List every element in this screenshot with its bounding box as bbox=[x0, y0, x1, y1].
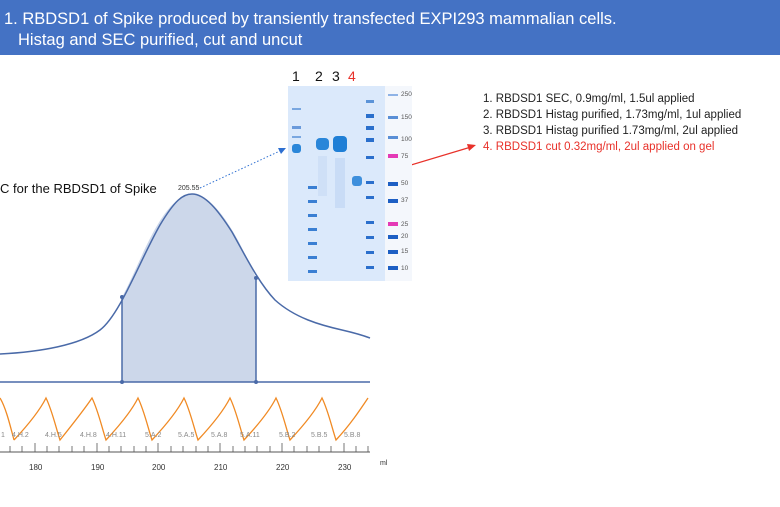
lane-number: 3 bbox=[332, 68, 340, 84]
lane1-ladder-band bbox=[292, 126, 301, 129]
x-axis-unit: ml bbox=[380, 460, 388, 467]
marker-label: 50 bbox=[401, 180, 409, 187]
x-tick-label: 210 bbox=[214, 463, 228, 472]
marker-ladder-band bbox=[366, 114, 374, 118]
lane1-ladder-band bbox=[292, 136, 301, 138]
marker-label: 15 bbox=[401, 248, 409, 255]
chart-title: C for the RBDSD1 of Spike bbox=[0, 181, 157, 196]
boundary-marker-right-bottom bbox=[254, 380, 258, 384]
sample-note: 2. RBDSD1 Histag purified, 1.73mg/ml, 1u… bbox=[483, 109, 742, 121]
fraction-label: 4.H.2 bbox=[12, 432, 29, 439]
lane1-ladder-band bbox=[292, 108, 301, 110]
marker-label: 100 bbox=[401, 136, 412, 143]
lane1-ladder-band bbox=[308, 270, 317, 273]
lane1-ladder-band bbox=[308, 200, 317, 203]
peak-shaded-area bbox=[122, 193, 256, 382]
marker-ladder-band bbox=[366, 196, 374, 199]
lane2-main-band bbox=[316, 138, 329, 150]
title-banner: 1. RBDSD1 of Spike produced by transient… bbox=[0, 0, 780, 55]
marker-label: 20 bbox=[401, 233, 409, 240]
sample-note-highlighted: 4. RBDSD1 cut 0.32mg/ml, 2ul applied on … bbox=[483, 141, 715, 153]
sample-note: 3. RBDSD1 Histag purified 1.73mg/ml, 2ul… bbox=[483, 125, 739, 137]
marker-ladder-band bbox=[366, 138, 374, 142]
lane1-ladder-band bbox=[308, 256, 317, 259]
peak-to-gel-arrowhead bbox=[278, 148, 286, 154]
lane-number-highlighted: 4 bbox=[348, 68, 356, 84]
banner-title-line1: 1. RBDSD1 of Spike produced by transient… bbox=[4, 10, 617, 28]
lane3-main-band bbox=[333, 136, 347, 152]
lane2-smear bbox=[318, 156, 327, 196]
fraction-label: 5.B.8 bbox=[344, 432, 361, 439]
fraction-label: 5.A.2 bbox=[145, 432, 162, 439]
marker-ladder-band bbox=[366, 221, 374, 224]
fraction-label: 5.A.8 bbox=[211, 432, 228, 439]
marker-ladder-band bbox=[366, 266, 374, 269]
marker-label: 37 bbox=[401, 197, 409, 204]
x-tick-label: 200 bbox=[152, 463, 166, 472]
lane-number: 1 bbox=[292, 68, 300, 84]
reference-ladder-band bbox=[388, 199, 398, 203]
lane1-ladder-band bbox=[308, 228, 317, 231]
uv-absorbance-curve bbox=[0, 193, 371, 355]
fraction-label: 4.H.8 bbox=[80, 432, 97, 439]
banner-title-line2: Histag and SEC purified, cut and uncut bbox=[18, 31, 303, 49]
x-tick-label: 180 bbox=[29, 463, 43, 472]
reference-ladder-band bbox=[388, 116, 398, 119]
lane4-cut-band bbox=[352, 176, 362, 186]
conductivity-trace bbox=[0, 396, 369, 442]
marker-ladder-band bbox=[366, 156, 374, 159]
reference-ladder-band bbox=[388, 182, 398, 186]
boundary-marker-left-bottom bbox=[120, 380, 124, 384]
fraction-label: 5.A.11 bbox=[240, 432, 260, 439]
lane4-to-notes-arrowhead bbox=[467, 144, 476, 151]
fraction-label: 4.H.11 bbox=[106, 432, 127, 439]
reference-ladder-band bbox=[388, 266, 398, 270]
lane1-ladder-band bbox=[308, 186, 317, 189]
lane1-ladder-band bbox=[308, 242, 317, 245]
lane1-main-band bbox=[292, 144, 301, 153]
x-tick-label: 190 bbox=[91, 463, 105, 472]
x-tick-label: 220 bbox=[276, 463, 290, 472]
reference-ladder-band-pink bbox=[388, 154, 398, 158]
peak-to-gel-arrow bbox=[199, 149, 283, 189]
reference-ladder-band bbox=[388, 235, 398, 239]
reference-ladder-band bbox=[388, 250, 398, 254]
reference-ladder-band bbox=[388, 136, 398, 139]
fraction-label: 5.B.2 bbox=[279, 432, 296, 439]
reference-ladder-band-pink bbox=[388, 222, 398, 226]
sample-note: 1. RBDSD1 SEC, 0.9mg/ml, 1.5ul applied bbox=[483, 93, 695, 105]
sample-notes-list: 1. RBDSD1 SEC, 0.9mg/ml, 1.5ul applied 2… bbox=[483, 91, 741, 155]
marker-ladder-band bbox=[366, 236, 374, 239]
marker-label: 10 bbox=[401, 265, 409, 272]
lane-number: 2 bbox=[315, 68, 323, 84]
marker-label: 150 bbox=[401, 114, 412, 121]
sds-page-gel: 250 150 100 75 50 37 25 20 15 10 bbox=[288, 86, 412, 281]
marker-ladder-band bbox=[366, 181, 374, 184]
x-tick-label: 230 bbox=[338, 463, 352, 472]
marker-ladder-band bbox=[366, 100, 374, 103]
fraction-label: 5.B.5 bbox=[311, 432, 328, 439]
fraction-label: 1 bbox=[1, 432, 5, 439]
marker-label: 25 bbox=[401, 221, 409, 228]
lane3-smear bbox=[335, 158, 345, 208]
fraction-label: 5.A.5 bbox=[178, 432, 195, 439]
peak-volume-label: 205.55 bbox=[178, 185, 200, 192]
lane1-ladder-band bbox=[308, 214, 317, 217]
reference-ladder-band bbox=[388, 94, 398, 96]
marker-ladder-band bbox=[366, 251, 374, 254]
marker-label: 75 bbox=[401, 153, 409, 160]
x-axis-minor-ticks bbox=[9, 443, 369, 452]
marker-label: 250 bbox=[401, 91, 412, 98]
marker-ladder-band bbox=[366, 126, 374, 130]
fraction-label: 4.H.5 bbox=[45, 432, 62, 439]
